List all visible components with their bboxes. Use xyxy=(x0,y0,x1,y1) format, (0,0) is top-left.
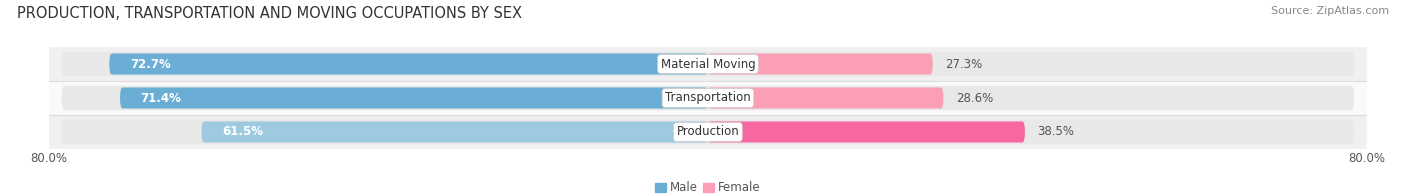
Text: Production: Production xyxy=(676,125,740,138)
Legend: Male, Female: Male, Female xyxy=(650,177,766,196)
FancyBboxPatch shape xyxy=(49,115,1367,149)
FancyBboxPatch shape xyxy=(49,81,1367,115)
FancyBboxPatch shape xyxy=(62,86,1354,110)
FancyBboxPatch shape xyxy=(709,122,1025,142)
Text: Transportation: Transportation xyxy=(665,92,751,104)
Text: 28.6%: 28.6% xyxy=(956,92,993,104)
FancyBboxPatch shape xyxy=(49,47,1367,81)
Text: Material Moving: Material Moving xyxy=(661,58,755,71)
Text: 27.3%: 27.3% xyxy=(945,58,983,71)
FancyBboxPatch shape xyxy=(62,120,1354,144)
FancyBboxPatch shape xyxy=(120,87,709,109)
Text: 38.5%: 38.5% xyxy=(1038,125,1074,138)
Text: 71.4%: 71.4% xyxy=(141,92,181,104)
FancyBboxPatch shape xyxy=(110,54,709,74)
FancyBboxPatch shape xyxy=(201,122,709,142)
FancyBboxPatch shape xyxy=(62,52,1354,76)
FancyBboxPatch shape xyxy=(709,54,932,74)
FancyBboxPatch shape xyxy=(709,87,943,109)
Text: PRODUCTION, TRANSPORTATION AND MOVING OCCUPATIONS BY SEX: PRODUCTION, TRANSPORTATION AND MOVING OC… xyxy=(17,6,522,21)
Text: 72.7%: 72.7% xyxy=(129,58,170,71)
Text: Source: ZipAtlas.com: Source: ZipAtlas.com xyxy=(1271,6,1389,16)
Text: 61.5%: 61.5% xyxy=(222,125,263,138)
